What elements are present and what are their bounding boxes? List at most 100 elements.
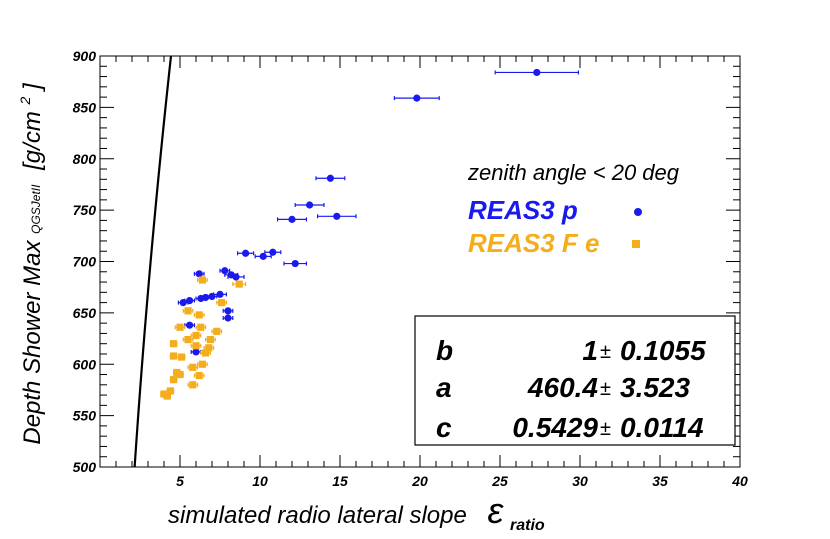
data-point — [221, 267, 229, 275]
fit-stats-box — [414, 315, 736, 446]
data-point — [184, 335, 192, 344]
fit-param-value: 460.4 — [527, 372, 598, 403]
data-point — [192, 331, 200, 340]
x-axis-title-symbol: ε — [488, 490, 505, 531]
data-point — [176, 370, 184, 379]
y-axis-title-unit-pre: [g/cm — [19, 111, 46, 171]
data-point — [179, 299, 187, 307]
data-point — [198, 276, 206, 284]
data-point — [306, 201, 314, 209]
data-point — [178, 353, 186, 361]
fit-stats-row: a 460.4 ± 3.523 — [436, 372, 690, 403]
fit-param-value: 1 — [582, 335, 598, 366]
data-point — [202, 293, 210, 302]
fit-param-pm: ± — [600, 341, 611, 363]
data-point — [202, 349, 210, 357]
fit-param-error: 0.1055 — [620, 335, 706, 366]
data-point — [291, 259, 299, 268]
data-point — [176, 323, 184, 331]
y-axis-title-unit-sup: 2 — [17, 96, 33, 105]
data-point — [195, 270, 203, 278]
fit-stats-row: b 1 ± 0.1055 — [436, 335, 706, 366]
data-point — [184, 307, 192, 315]
data-point — [170, 376, 178, 384]
y-tick-label: 800 — [73, 151, 97, 167]
axis-ticks — [99, 55, 741, 468]
data-point — [206, 335, 214, 344]
data-point — [218, 299, 226, 307]
data-point — [166, 387, 174, 395]
data-point — [170, 352, 178, 360]
fit-param-pm: ± — [600, 378, 611, 400]
data-point — [205, 344, 213, 352]
fit-param-name: a — [436, 372, 452, 403]
data-point — [533, 68, 541, 77]
x-tick-label: 20 — [411, 473, 428, 489]
fit-param-value: 0.5429 — [512, 412, 598, 443]
series-iron — [160, 276, 247, 400]
data-point — [259, 252, 267, 260]
fit-param-name: c — [436, 412, 452, 443]
data-point — [189, 363, 197, 371]
y-axis-title-sub: QGSJetII — [29, 184, 43, 234]
y-tick-label: 650 — [73, 305, 97, 321]
data-point — [269, 248, 277, 256]
y-tick-label: 750 — [73, 202, 97, 218]
fit-param-error: 0.0114 — [620, 412, 704, 443]
data-point — [224, 314, 232, 322]
data-point — [195, 371, 203, 380]
data-point — [195, 311, 203, 319]
fit-param-pm: ± — [600, 418, 611, 440]
data-point — [192, 342, 200, 350]
x-axis-title: simulated radio lateral slope ε ratio — [168, 490, 545, 534]
fit-param-error: 3.523 — [620, 372, 690, 403]
points-layer — [160, 68, 580, 400]
x-tick-label: 10 — [252, 473, 268, 489]
legend-marker-iron — [632, 240, 640, 248]
y-tick-label: 550 — [73, 408, 97, 424]
x-tick-label: 15 — [332, 473, 348, 489]
data-point — [216, 290, 224, 298]
data-point — [189, 381, 197, 389]
legend-label-iron: REAS3 F e — [468, 228, 600, 258]
y-axis-title-unit-post: ] — [19, 82, 46, 92]
y-tick-label: 850 — [73, 99, 97, 115]
legend-marker-proton — [634, 208, 642, 216]
series-proton — [177, 68, 580, 356]
data-point — [213, 327, 221, 335]
y-tick-label: 500 — [73, 459, 97, 475]
fit-param-name: b — [436, 335, 453, 366]
x-tick-label: 35 — [652, 473, 668, 489]
x-tick-label: 40 — [731, 473, 748, 489]
y-axis-title: Depth Shower Max QGSJetII [g/cm 2 ] — [9, 82, 46, 445]
y-tick-label: 900 — [73, 48, 97, 64]
data-point — [242, 249, 250, 257]
data-point — [197, 323, 205, 331]
data-point — [170, 340, 178, 348]
data-point — [235, 280, 243, 288]
data-point — [192, 348, 200, 356]
fit-stats-row: c 0.5429 ± 0.0114 — [436, 412, 704, 443]
legend-label-proton: REAS3 p — [468, 195, 578, 225]
x-tick-label: 5 — [176, 473, 184, 489]
x-axis-title-sub: ratio — [510, 517, 545, 534]
data-point — [413, 94, 421, 102]
data-point — [232, 273, 240, 281]
y-axis-title-main: Depth Shower Max — [19, 240, 46, 445]
y-tick-label: 700 — [73, 254, 97, 270]
data-point — [198, 360, 206, 368]
y-tick-label: 600 — [73, 356, 97, 372]
data-point — [333, 212, 341, 220]
x-axis-title-main: simulated radio lateral slope — [168, 502, 467, 529]
data-point — [186, 321, 194, 329]
y-tick-labels: 500 550 600 650 700 750 800 850 900 — [73, 48, 97, 475]
legend-title: zenith angle < 20 deg — [467, 160, 680, 185]
data-point — [163, 392, 171, 400]
data-point — [326, 174, 334, 182]
x-tick-label: 30 — [572, 473, 588, 489]
data-point — [224, 307, 232, 315]
x-tick-labels: 5 10 15 20 25 30 35 40 — [176, 473, 748, 489]
data-point — [288, 215, 296, 223]
x-tick-label: 25 — [491, 473, 508, 489]
